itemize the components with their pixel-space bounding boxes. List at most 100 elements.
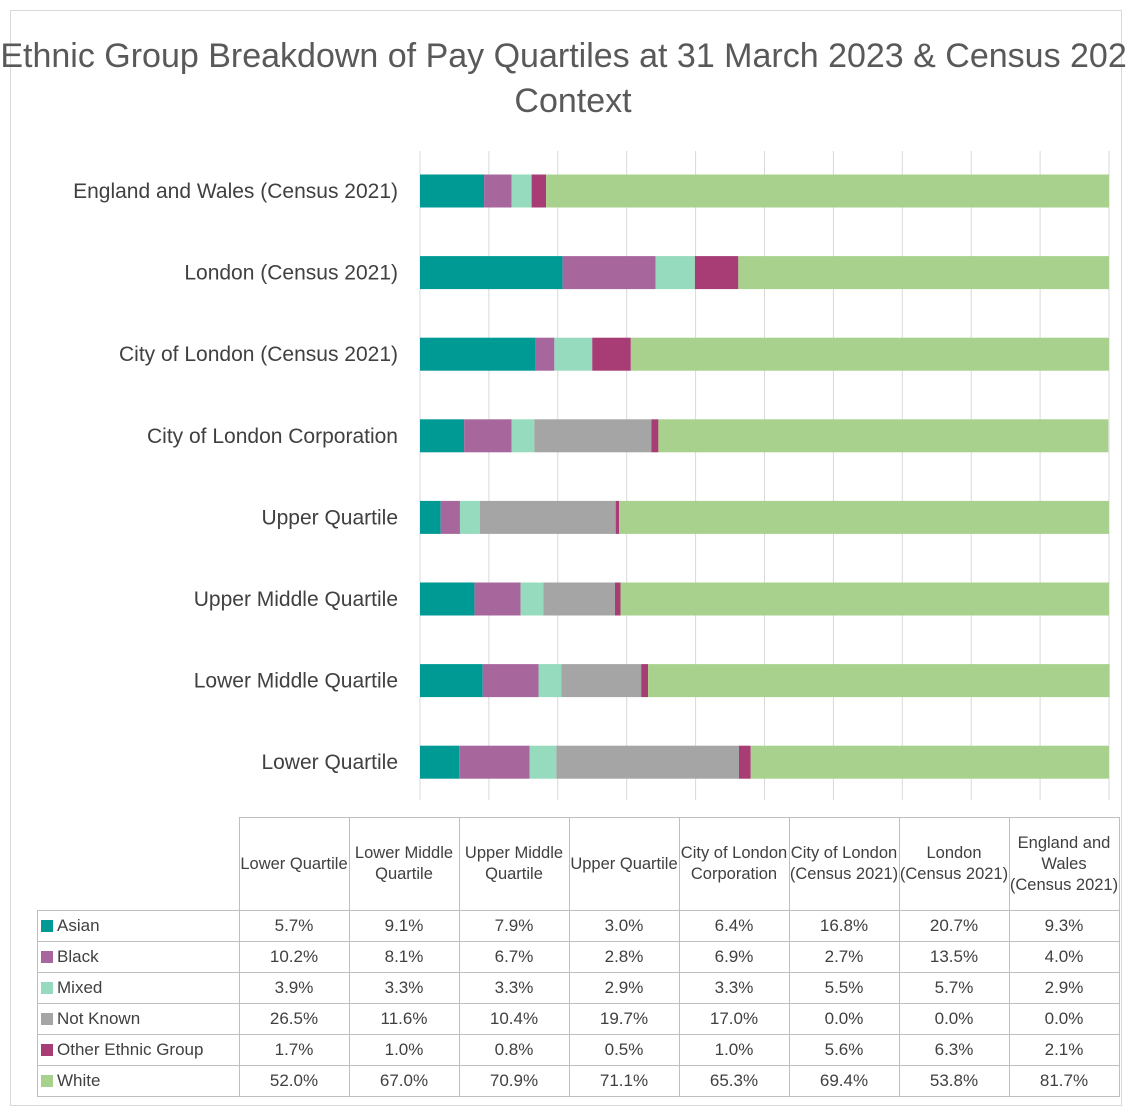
bar-segment-other-ethnic-group: [641, 664, 649, 698]
table-cell: 2.7%: [788, 941, 900, 973]
bar-segment-mixed: [529, 745, 557, 779]
bar-segment-mixed: [554, 337, 593, 371]
table-header: Lower Middle Quartile: [348, 817, 460, 911]
table-cell: 0.0%: [1008, 1003, 1120, 1035]
table-row: Asian 5.7% 9.1% 7.9% 3.0% 6.4% 16.8% 20.7% 9.3%: [37, 910, 1120, 942]
bar-segment-mixed: [538, 664, 562, 698]
bar-segment-asian: [420, 337, 536, 371]
table-cell: 5.5%: [788, 972, 900, 1004]
bar-segment-black: [440, 500, 460, 534]
bar-segment-other-ethnic-group: [592, 337, 631, 371]
bar-segment-other-ethnic-group: [694, 256, 739, 290]
table-cell: 0.0%: [788, 1003, 900, 1035]
table-cell: 70.9%: [458, 1065, 570, 1097]
category-label: Upper Quartile: [261, 506, 398, 529]
table-header: Lower Quartile: [238, 817, 350, 911]
bar-segment-black: [562, 256, 656, 290]
table-row: Not Known 26.5% 11.6% 10.4% 19.7% 17.0% 0.0% 0.…: [37, 1003, 1120, 1035]
series-legend-cell: Not Known: [37, 1003, 240, 1035]
series-name: White: [57, 1071, 101, 1090]
legend-swatch: [41, 1075, 53, 1087]
series-name: Mixed: [57, 978, 103, 997]
table-row: Other Ethnic Group 1.7% 1.0% 0.8% 0.5% 1.0% 5.…: [37, 1034, 1120, 1066]
table-cell: 9.3%: [1008, 910, 1120, 942]
bar-segment-mixed: [655, 256, 695, 290]
table-cell: 2.8%: [568, 941, 680, 973]
table-cell: 3.3%: [678, 972, 790, 1004]
table-row: Black 10.2% 8.1% 6.7% 2.8% 6.9% 2.7% 13.5% 4.0%: [37, 941, 1120, 973]
table-cell: 5.7%: [898, 972, 1010, 1004]
bar-segment-other-ethnic-group: [739, 745, 751, 779]
bar-segment-asian: [420, 664, 483, 698]
table-header: England and Wales (Census 2021): [1008, 817, 1120, 911]
bar-segment-white: [620, 582, 1109, 616]
bar-segment-not-known: [556, 745, 740, 779]
bar-segment-black: [535, 337, 555, 371]
bar-segment-other-ethnic-group: [614, 582, 621, 616]
table-row: White 52.0% 67.0% 70.9% 71.1% 65.3% 69.4% 53.8%…: [37, 1065, 1120, 1097]
series-name: Asian: [57, 916, 100, 935]
table-cell: 16.8%: [788, 910, 900, 942]
table-cell: 2.9%: [1008, 972, 1120, 1004]
bar-segment-white: [750, 745, 1109, 779]
table-cell: 1.0%: [348, 1034, 460, 1066]
bar-segment-asian: [420, 174, 485, 208]
table-cell: 0.0%: [898, 1003, 1010, 1035]
table-cell: 0.8%: [458, 1034, 570, 1066]
table-cell: 5.7%: [238, 910, 350, 942]
table-cell: 13.5%: [898, 941, 1010, 973]
bar-segment-other-ethnic-group: [651, 419, 659, 453]
table-header: Upper Quartile: [568, 817, 680, 911]
legend-swatch: [41, 920, 53, 932]
bar-segment-not-known: [561, 664, 642, 698]
series-name: Black: [57, 947, 99, 966]
table-cell: 1.7%: [238, 1034, 350, 1066]
bar-segment-other-ethnic-group: [531, 174, 547, 208]
bar-segment-white: [658, 419, 1109, 453]
bar-segment-other-ethnic-group: [615, 500, 620, 534]
table-header: Upper Middle Quartile: [458, 817, 570, 911]
table-cell: 8.1%: [348, 941, 460, 973]
category-label: England and Wales (Census 2021): [73, 180, 398, 203]
series-name: Other Ethnic Group: [57, 1040, 204, 1059]
bar-segment-asian: [420, 500, 441, 534]
bar-segment-black: [484, 174, 512, 208]
legend-swatch: [41, 1044, 53, 1056]
series-legend-cell: Black: [37, 941, 240, 973]
bar-segment-asian: [420, 419, 465, 453]
table-cell: 53.8%: [898, 1065, 1010, 1097]
bar-segment-not-known: [479, 500, 616, 534]
bar-segment-black: [459, 745, 530, 779]
table-cell: 0.5%: [568, 1034, 680, 1066]
bar-segment-not-known: [543, 582, 615, 616]
bar-segment-white: [619, 500, 1109, 534]
bar-segment-white: [738, 256, 1109, 290]
table-cell: 81.7%: [1008, 1065, 1120, 1097]
bar-segment-mixed: [511, 174, 532, 208]
bar-segment-asian: [420, 582, 475, 616]
legend-swatch: [41, 1013, 53, 1025]
bar-segment-black: [482, 664, 539, 698]
table-cell: 65.3%: [678, 1065, 790, 1097]
data-table: Lower Quartile Lower Middle Quartile Upper…: [37, 817, 1120, 1097]
bar-segment-black: [464, 419, 512, 453]
category-label: Lower Middle Quartile: [194, 670, 398, 693]
table-cell: 5.6%: [788, 1034, 900, 1066]
legend-swatch: [41, 982, 53, 994]
table-cell: 2.9%: [568, 972, 680, 1004]
category-label: City of London Corporation: [147, 425, 398, 448]
table-cell: 6.4%: [678, 910, 790, 942]
table-cell: 3.9%: [238, 972, 350, 1004]
table-header: London (Census 2021): [898, 817, 1010, 911]
bar-segment-white: [648, 664, 1110, 698]
table-cell: 6.9%: [678, 941, 790, 973]
table-cell: 71.1%: [568, 1065, 680, 1097]
table-cell: 20.7%: [898, 910, 1010, 942]
chart-title: Ethnic Group Breakdown of Pay Quartiles …: [0, 37, 1126, 120]
table-cell: 11.6%: [348, 1003, 460, 1035]
bar-segment-mixed: [459, 500, 480, 534]
category-label: City of London (Census 2021): [119, 343, 398, 366]
table-cell: 69.4%: [788, 1065, 900, 1097]
series-legend-cell: Asian: [37, 910, 240, 942]
chart-plot-area: Lower Quartile Lower Middle Quartile Upper…: [73, 151, 1110, 800]
